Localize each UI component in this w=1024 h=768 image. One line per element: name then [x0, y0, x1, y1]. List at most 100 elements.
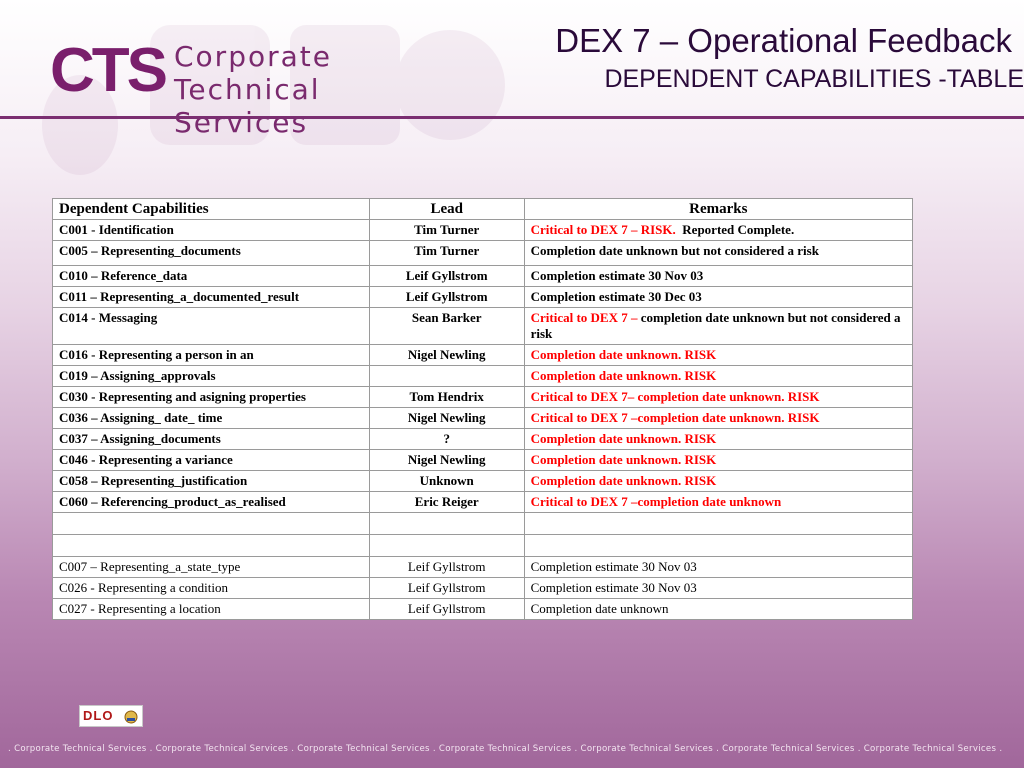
lead-cell: Leif Gyllstrom [368, 556, 525, 578]
risk-text: Critical to DEX 7 –completion date unkno… [530, 494, 782, 509]
header-lead: Lead [368, 198, 525, 220]
remark-text: Completion date unknown but not consider… [530, 243, 819, 258]
risk-text: Critical to DEX 7 – RISK. [530, 222, 676, 237]
lead-cell: Unknown [368, 470, 525, 492]
risk-text: Critical to DEX 7 –completion date unkno… [530, 410, 820, 425]
remarks-cell: Critical to DEX 7 – RISK. Reported Compl… [523, 219, 914, 241]
capability-cell: C030 - Representing and asigning propert… [52, 386, 370, 408]
lead-cell: Sean Barker [368, 307, 525, 345]
empty-row [52, 512, 914, 535]
risk-text: Completion date unknown. RISK [530, 368, 717, 383]
capability-cell: C010 – Reference_data [52, 265, 370, 287]
risk-text: Completion date unknown. RISK [530, 347, 717, 362]
remarks-cell: Completion date unknown. RISK [523, 344, 914, 366]
lead-cell: Leif Gyllstrom [368, 577, 525, 599]
remarks-cell: Completion date unknown [523, 598, 914, 620]
table-row: C036 – Assigning_ date_ time Nigel Newli… [52, 407, 914, 429]
remarks-cell: Critical to DEX 7– completion date unkno… [523, 386, 914, 408]
capability-cell: C005 – Representing_documents [52, 240, 370, 266]
header-capabilities: Dependent Capabilities [52, 198, 370, 220]
lead-cell: Tim Turner [368, 240, 525, 266]
table-row: C001 - Identification Tim Turner Critica… [52, 219, 914, 241]
table-row: C005 – Representing_documents Tim Turner… [52, 240, 914, 266]
logo-mark: CTS [50, 36, 168, 105]
table-row: C030 - Representing and asigning propert… [52, 386, 914, 408]
capability-cell: C011 – Representing_a_documented_result [52, 286, 370, 308]
remarks-cell: Completion date unknown. RISK [523, 365, 914, 387]
risk-text: Critical to DEX 7 – [530, 310, 638, 325]
capability-cell: C060 – Referencing_product_as_realised [52, 491, 370, 513]
capability-cell: C046 - Representing a variance [52, 449, 370, 471]
remark-text: Reported Complete. [682, 222, 795, 237]
title-block: DEX 7 – Operational Feedback DEPENDENT C… [555, 22, 1024, 96]
crest-watermark [42, 25, 505, 175]
capability-cell: C037 – Assigning_documents [52, 428, 370, 450]
lead-cell: Eric Reiger [368, 491, 525, 513]
risk-text: Completion date unknown. RISK [530, 452, 717, 467]
table-row: C037 – Assigning_documents ? Completion … [52, 428, 914, 450]
table-row: C060 – Referencing_product_as_realised E… [52, 491, 914, 513]
remarks-cell: Completion estimate 30 Nov 03 [523, 265, 914, 287]
table-row: C026 - Representing a condition Leif Gyl… [52, 577, 914, 599]
lead-cell: Nigel Newling [368, 449, 525, 471]
lead-cell: Tom Hendrix [368, 386, 525, 408]
logo-wordmark: Corporate Technical Services [174, 40, 450, 139]
lead-cell: Nigel Newling [368, 344, 525, 366]
remarks-cell: Critical to DEX 7 –completion date unkno… [523, 407, 914, 429]
logo-line-2: Technical Services [174, 73, 321, 139]
capability-cell: C058 – Representing_justification [52, 470, 370, 492]
logo-line-1: Corporate [174, 40, 332, 73]
empty-row [52, 534, 914, 557]
remarks-cell: Completion date unknown. RISK [523, 449, 914, 471]
remark-text: completion date unknown but not consider… [530, 310, 901, 341]
header-divider [0, 116, 1024, 119]
remarks-cell: Completion date unknown. RISK [523, 428, 914, 450]
table-row: C027 - Representing a location Leif Gyll… [52, 598, 914, 620]
capabilities-table: Dependent Capabilities Lead Remarks C001… [52, 198, 914, 620]
lead-cell: ? [368, 428, 525, 450]
page-subtitle: DEPENDENT CAPABILITIES -TABLE [604, 65, 1024, 93]
capability-cell: C016 - Representing a person in an [52, 344, 370, 366]
table-row: C019 – Assigning_approvals Completion da… [52, 365, 914, 387]
table-row: C014 - Messaging Sean Barker Critical to… [52, 307, 914, 345]
lead-cell: Leif Gyllstrom [368, 286, 525, 308]
cts-logo: CTS Corporate Technical Services [50, 36, 450, 140]
dlo-logo-text: DLO [83, 708, 114, 723]
capability-cell: C019 – Assigning_approvals [52, 365, 370, 387]
capability-cell: C014 - Messaging [52, 307, 370, 345]
remark-text: Completion estimate 30 Nov 03 [530, 268, 704, 283]
lead-cell: Leif Gyllstrom [368, 265, 525, 287]
lead-cell: Tim Turner [368, 219, 525, 241]
table-row: C046 - Representing a variance Nigel New… [52, 449, 914, 471]
footer-text: . Corporate Technical Services . Corpora… [8, 744, 1003, 754]
remarks-cell: Completion estimate 30 Nov 03 [523, 556, 914, 578]
remarks-cell: Completion date unknown. RISK [523, 470, 914, 492]
table-row: C058 – Representing_justification Unknow… [52, 470, 914, 492]
remarks-cell: Completion estimate 30 Dec 03 [523, 286, 914, 308]
remarks-cell: Completion estimate 30 Nov 03 [523, 577, 914, 599]
dlo-logo: DLO [79, 705, 143, 727]
remarks-cell: Critical to DEX 7 – completion date unkn… [523, 307, 914, 345]
capability-cell: C036 – Assigning_ date_ time [52, 407, 370, 429]
table-row: C011 – Representing_a_documented_result … [52, 286, 914, 308]
risk-text: Completion date unknown. RISK [530, 473, 717, 488]
table-row: C007 – Representing_a_state_type Leif Gy… [52, 556, 914, 578]
remarks-cell: Critical to DEX 7 –completion date unkno… [523, 491, 914, 513]
crest-icon [124, 710, 138, 724]
lead-cell: Nigel Newling [368, 407, 525, 429]
header-remarks: Remarks [523, 198, 914, 220]
lead-cell: Leif Gyllstrom [368, 598, 525, 620]
page-title: DEX 7 – Operational Feedback [555, 22, 1012, 59]
capability-cell: C026 - Representing a condition [52, 577, 370, 599]
risk-text: Critical to DEX 7– completion date unkno… [530, 389, 820, 404]
remark-text: Completion estimate 30 Dec 03 [530, 289, 702, 304]
remarks-cell: Completion date unknown but not consider… [523, 240, 914, 266]
lead-cell [368, 365, 525, 387]
capability-cell: C007 – Representing_a_state_type [52, 556, 370, 578]
capability-cell: C027 - Representing a location [52, 598, 370, 620]
capability-cell: C001 - Identification [52, 219, 370, 241]
risk-text: Completion date unknown. RISK [530, 431, 717, 446]
table-row: C010 – Reference_data Leif Gyllstrom Com… [52, 265, 914, 287]
table-header-row: Dependent Capabilities Lead Remarks [52, 198, 914, 220]
table-row: C016 - Representing a person in an Nigel… [52, 344, 914, 366]
